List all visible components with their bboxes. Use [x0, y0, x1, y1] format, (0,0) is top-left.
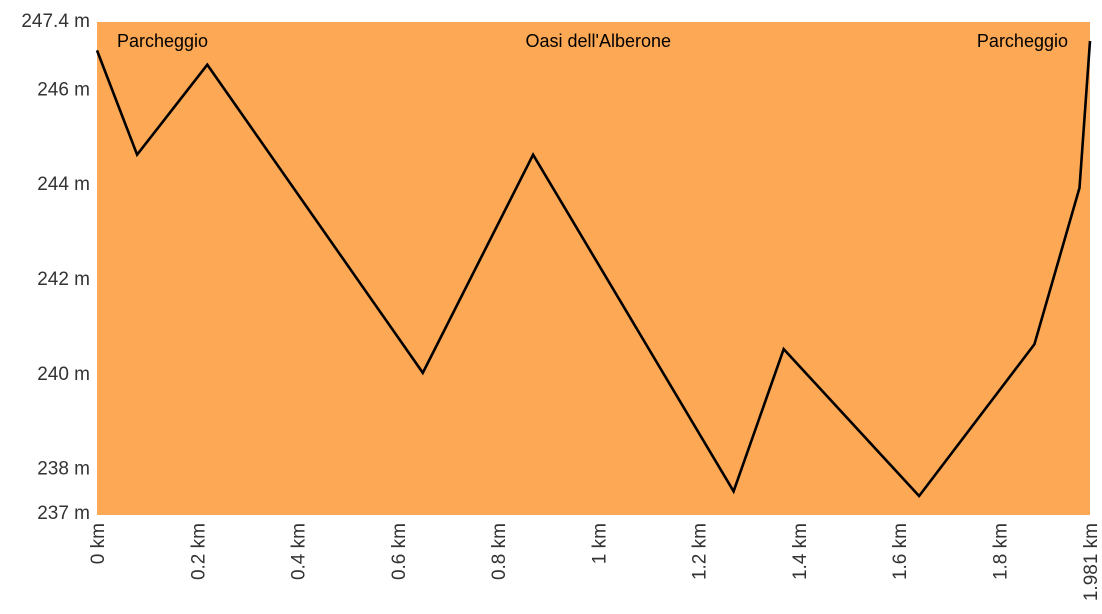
- point-annotation: Oasi dell'Alberone: [525, 31, 671, 51]
- x-tick-label: 0.4 km: [289, 523, 310, 580]
- annotations: Parcheggio Oasi dell'Alberone Parcheggio: [117, 31, 1068, 51]
- x-tick-label: 1.2 km: [690, 523, 711, 580]
- y-tick-label: 247.4 m: [21, 11, 90, 32]
- y-tick-label: 238 m: [37, 459, 90, 480]
- elevation-line: [95, 40, 1092, 499]
- x-tick-label: 0.8 km: [489, 523, 510, 580]
- point-annotation: Parcheggio: [977, 31, 1068, 51]
- x-axis: 0 km 0.2 km 0.4 km 0.6 km 0.8 km 1 km 1.2 km 1.…: [88, 523, 1102, 601]
- point-annotation: Parcheggio: [117, 31, 208, 51]
- x-tick-label: 0 km: [88, 523, 109, 564]
- y-tick-label: 244 m: [37, 174, 90, 195]
- x-tick-label: 1.8 km: [990, 523, 1011, 580]
- x-tick-label: 1.4 km: [790, 523, 811, 580]
- y-tick-label: 240 m: [37, 364, 90, 385]
- y-tick-label: 242 m: [37, 269, 90, 290]
- y-tick-label: 237 m: [37, 503, 90, 524]
- x-tick-label: 0.6 km: [389, 523, 410, 580]
- x-tick-label: 1.981 km: [1081, 523, 1102, 601]
- plot-area: [97, 22, 1090, 515]
- x-tick-label: 1 km: [589, 523, 610, 564]
- x-tick-label: 1.6 km: [890, 523, 911, 580]
- y-tick-label: 246 m: [37, 79, 90, 100]
- x-tick-label: 0.2 km: [188, 523, 209, 580]
- y-axis: 237 m 238 m 240 m 242 m 244 m 246 m 247.4 m: [21, 11, 90, 524]
